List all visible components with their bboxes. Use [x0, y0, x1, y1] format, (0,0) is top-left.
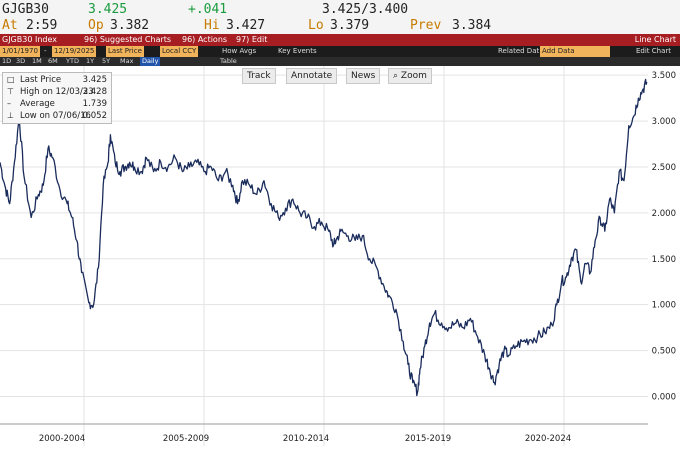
news-label: News: [351, 71, 376, 81]
chart-toolbar: 1/01/1970 - 12/19/2025 Last Price Local …: [0, 46, 680, 57]
legend-row-low: ⊥ Low on 07/06/16 0.052: [3, 110, 111, 122]
legend-box: □ Last Price 3.425 ⊤ High on 12/03/23 3.…: [2, 72, 112, 124]
x-tick-label: 2010-2014: [283, 434, 329, 444]
bid-ask-value: 3.425/3.400: [322, 2, 409, 17]
period-selector[interactable]: Daily: [140, 57, 161, 66]
last-price-value: 3.425: [88, 2, 128, 17]
time-value: 2:59: [26, 18, 58, 33]
edit-menu[interactable]: 97) Edit: [236, 35, 268, 44]
currency-selector[interactable]: Local CCY: [160, 46, 199, 57]
x-tick-label: 2020-2024: [525, 434, 571, 444]
legend-average-value: 1.739: [82, 99, 107, 109]
y-tick-label: 0.000: [652, 392, 676, 402]
high-label: Hi: [204, 18, 220, 33]
y-tick-label: 3.000: [652, 117, 676, 127]
high-value: 3.427: [226, 18, 266, 33]
y-tick-label: 1.000: [652, 301, 676, 311]
track-button[interactable]: Track: [242, 68, 276, 84]
range-1m[interactable]: 1M: [32, 57, 42, 65]
y-tick-label: 2.000: [652, 209, 676, 219]
actions-menu[interactable]: 96) Actions: [182, 35, 228, 44]
range-1y[interactable]: 1Y: [86, 57, 95, 65]
key-events-toggle[interactable]: Key Events: [278, 47, 317, 55]
annotate-label: Annotate: [291, 71, 333, 81]
legend-row-last: □ Last Price 3.425: [3, 74, 111, 86]
x-tick-labels: 2000-2004 2005-2009 2010-2014 2015-2019 2020…: [39, 434, 571, 444]
average-marker-icon: –: [7, 99, 11, 108]
range-5y[interactable]: 5Y: [102, 57, 111, 65]
track-label: Track: [247, 71, 271, 81]
y-tick-label: 1.500: [652, 255, 676, 265]
x-tick-label: 2000-2004: [39, 434, 85, 444]
zoom-label: Zoom: [400, 71, 427, 81]
x-tick-label: 2005-2009: [163, 434, 209, 444]
low-label: Lo: [308, 18, 324, 33]
high-marker-icon: ⊤: [7, 87, 14, 96]
last-price-selector[interactable]: Last Price: [106, 46, 144, 57]
search-icon: ⌕: [393, 71, 399, 81]
legend-row-high: ⊤ High on 12/03/23 3.428: [3, 86, 111, 98]
menu-bar: GJGB30 Index 96) Suggested Charts 96) Ac…: [0, 34, 680, 46]
chart-area[interactable]: 2000-2004 2005-2009 2010-2014 2015-2019 2020…: [0, 66, 680, 453]
range-1d[interactable]: 1D: [2, 57, 12, 65]
quote-bar: GJGB30 3.425 +.041 3.425/3.400 At 2:59 O…: [0, 0, 680, 34]
legend-low-value: 0.052: [82, 111, 107, 121]
change-value: +.041: [188, 2, 228, 17]
low-value: 3.379: [330, 18, 370, 33]
y-tick-labels: 0.000 0.500 1.000 1.500 2.000 2.500 3.000 3.500: [652, 71, 676, 402]
edit-chart-button[interactable]: Edit Chart: [636, 47, 672, 55]
date-separator: -: [44, 47, 47, 55]
legend-row-average: – Average 1.739: [3, 98, 111, 110]
range-max[interactable]: Max: [120, 57, 134, 65]
y-tick-label: 0.500: [652, 347, 676, 357]
legend-last-value: 3.425: [82, 75, 107, 85]
open-value: 3.382: [110, 18, 150, 33]
range-3d[interactable]: 3D: [16, 57, 26, 65]
start-date-field[interactable]: 1/01/1970: [0, 46, 40, 57]
how-avgs-toggle[interactable]: How Avgs: [222, 47, 257, 55]
legend-low-label: Low on 07/06/16: [20, 111, 91, 121]
zoom-button[interactable]: ⌕ Zoom: [388, 68, 432, 84]
prev-value: 3.384: [452, 18, 492, 33]
legend-average-label: Average: [20, 99, 55, 109]
legend-last-label: Last Price: [20, 75, 62, 85]
news-button[interactable]: News: [346, 68, 381, 84]
checkbox-icon[interactable]: □: [7, 75, 15, 84]
low-marker-icon: ⊥: [7, 111, 14, 120]
table-button[interactable]: Table: [220, 57, 237, 65]
suggested-charts-menu[interactable]: 96) Suggested Charts: [84, 35, 172, 44]
x-tick-label: 2015-2019: [405, 434, 451, 444]
annotate-button[interactable]: Annotate: [286, 68, 338, 84]
y-tick-label: 2.500: [652, 163, 676, 173]
chart-background: [0, 66, 680, 453]
end-date-field[interactable]: 12/19/2025: [52, 46, 97, 57]
related-data-button[interactable]: Related Dat: [498, 47, 540, 55]
legend-high-label: High on 12/03/23: [20, 87, 94, 97]
ticker-index-label: GJGB30 Index: [2, 35, 57, 44]
range-6m[interactable]: 6M: [48, 57, 58, 65]
time-label: At: [2, 18, 18, 33]
prev-label: Prev: [410, 18, 442, 33]
ticker: GJGB30: [2, 2, 49, 17]
chart-type-label[interactable]: Line Chart: [634, 35, 676, 44]
add-data-field[interactable]: Add Data: [540, 46, 610, 57]
range-bar: 1D 3D 1M 6M YTD 1Y 5Y Max Daily Table: [0, 57, 680, 66]
y-tick-label: 3.500: [652, 71, 676, 81]
range-ytd[interactable]: YTD: [66, 57, 79, 65]
price-series-line: [0, 78, 648, 397]
open-label: Op: [88, 18, 104, 33]
legend-high-value: 3.428: [82, 87, 107, 97]
